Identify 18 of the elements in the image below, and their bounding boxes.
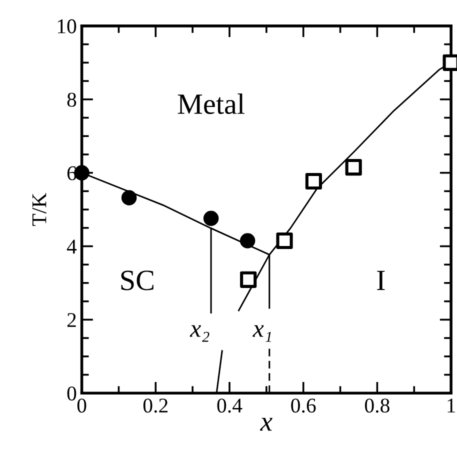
annotation: SC: [121, 270, 154, 290]
y-tick-label: 0: [67, 386, 76, 401]
annotation: I: [377, 270, 385, 290]
x-tick-label: 0.8: [364, 398, 390, 413]
x-tick-label: 0.4: [217, 398, 242, 413]
y-axis-title: T/K: [32, 192, 46, 226]
annotation: x₂: [190, 325, 210, 342]
x-tick-label: 1: [448, 398, 456, 412]
y-tick-label: 4: [66, 240, 77, 254]
annotation: x₁: [252, 325, 271, 342]
y-tick-label: 8: [67, 92, 76, 107]
x-axis-title: x: [260, 418, 272, 431]
annotation: Metal: [178, 93, 244, 114]
x-tick-label: 0.6: [291, 398, 316, 413]
x-tick-label: 0.2: [143, 398, 168, 413]
y-tick-label: 10: [58, 19, 76, 34]
x-tick-label: 0: [77, 398, 86, 413]
y-tick-label: 2: [67, 313, 76, 327]
